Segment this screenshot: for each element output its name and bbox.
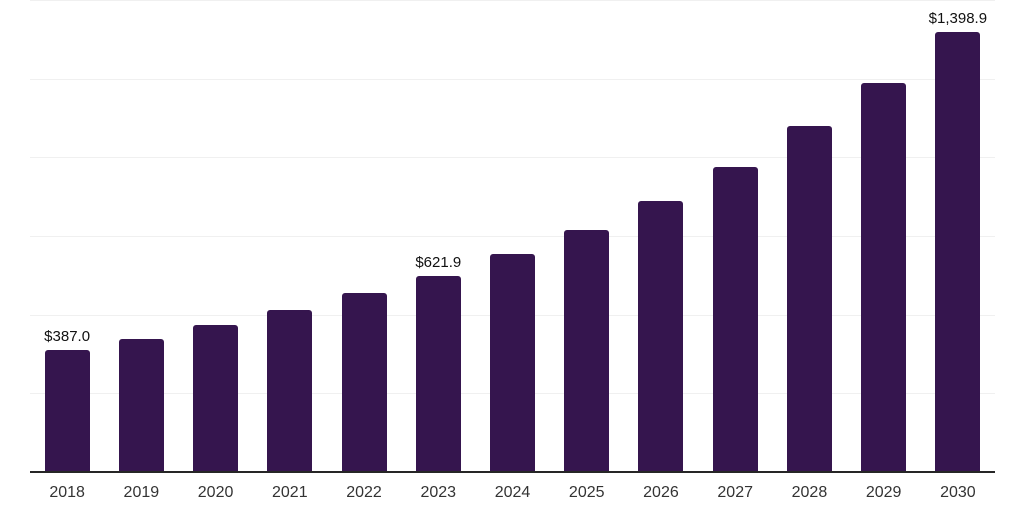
x-tick-label-2024: 2024: [494, 484, 531, 501]
gridline-1000: [30, 157, 995, 158]
x-tick-label-2025: 2025: [568, 484, 605, 501]
bar-2024: [490, 253, 535, 472]
x-tick-label-2023: 2023: [420, 484, 457, 501]
x-tick-label-2027: 2027: [717, 484, 753, 501]
x-axis-line: [30, 471, 995, 473]
bar-2027: [712, 166, 758, 472]
bar-2025: [564, 230, 610, 472]
x-tick-label-2028: 2028: [791, 484, 828, 501]
x-tick-label-2019: 2019: [123, 484, 160, 501]
bar-2018: [44, 350, 90, 472]
x-tick-label-2029: 2029: [865, 484, 902, 501]
x-tick-label-2020: 2020: [197, 484, 234, 501]
bar-2026: [638, 201, 684, 472]
bar-2021: [267, 309, 313, 472]
bar-2029: [861, 83, 907, 472]
x-tick-label-2018: 2018: [49, 484, 85, 501]
x-tick-label-2030: 2030: [940, 484, 976, 501]
bar-2022: [341, 293, 387, 472]
bar-value-label-2030: $1,398.9: [928, 9, 988, 27]
gridline-1250: [30, 79, 995, 80]
gridline-750: [30, 236, 995, 237]
x-tick-label-2026: 2026: [643, 484, 679, 501]
bar-2020: [193, 325, 239, 472]
gridline-1500: [30, 0, 995, 1]
bar-2023: [415, 276, 461, 472]
x-tick-label-2021: 2021: [272, 484, 308, 501]
bar-2030: [935, 31, 981, 472]
bar-2028: [786, 126, 832, 472]
bar-value-label-2023: $621.9: [415, 254, 462, 272]
bar-2019: [118, 338, 164, 472]
x-tick-label-2022: 2022: [346, 484, 382, 501]
bar-value-label-2018: $387.0: [44, 328, 91, 346]
